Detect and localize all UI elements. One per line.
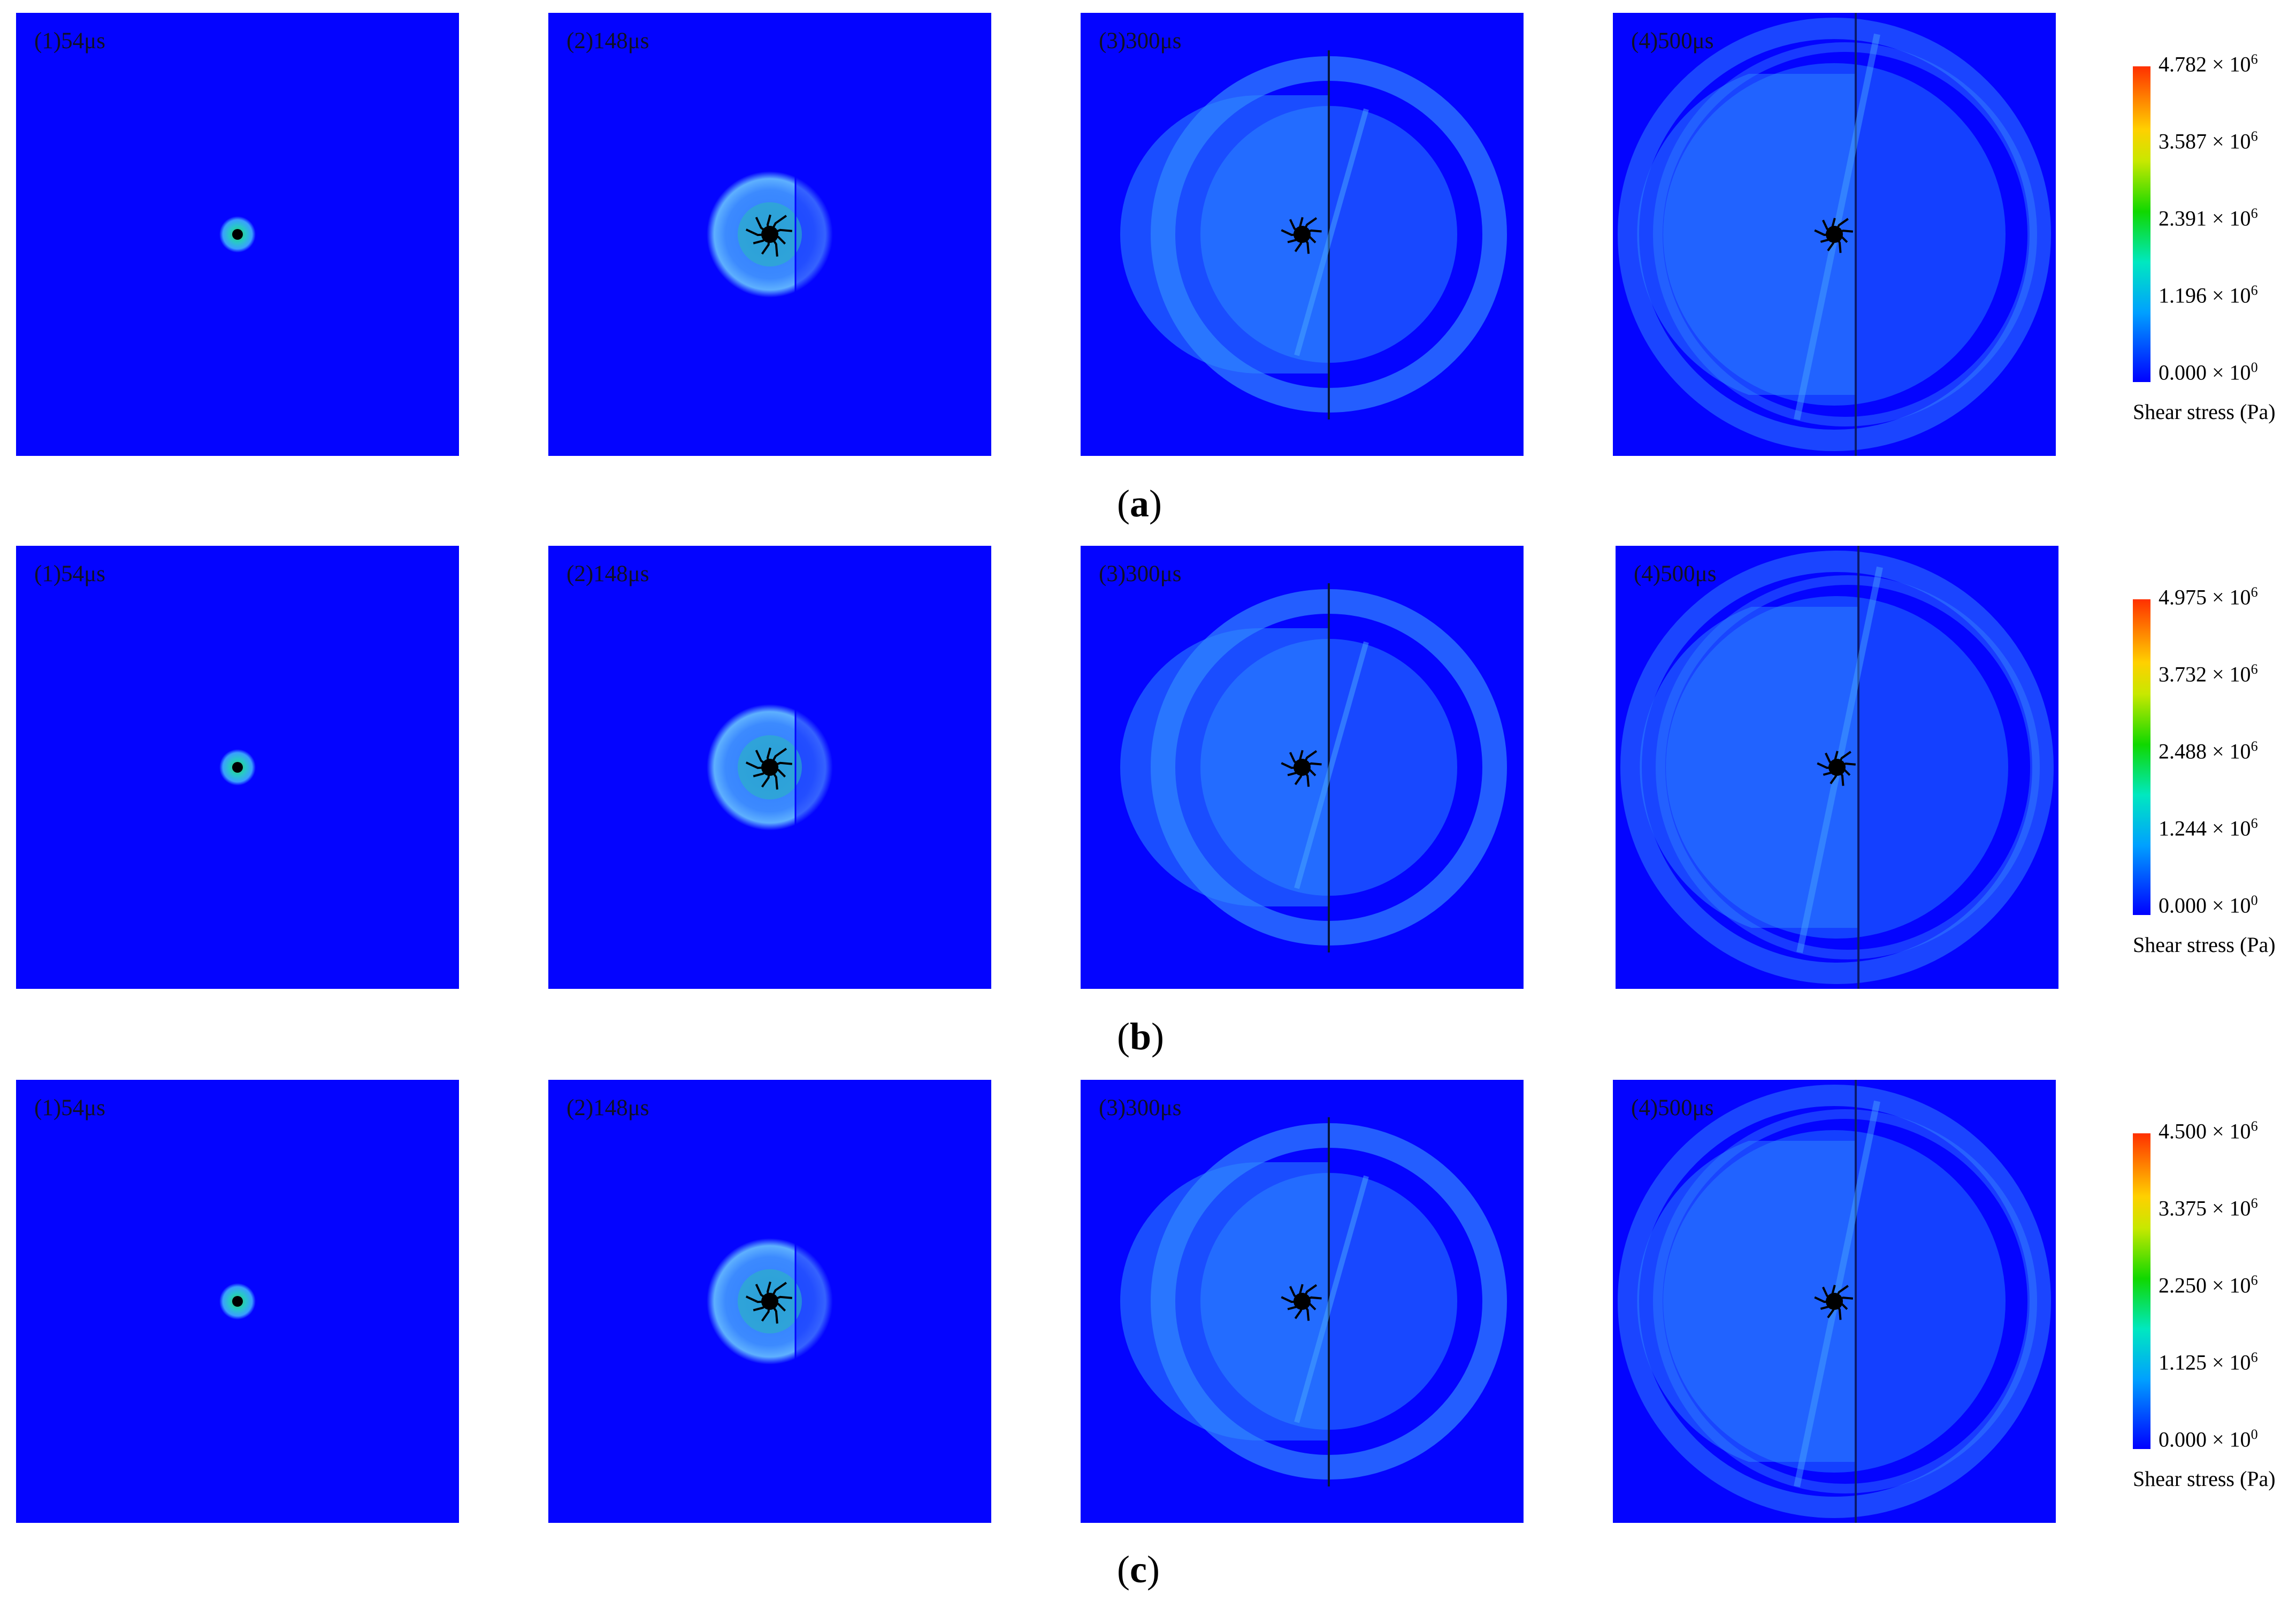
subfigure-caption-b: (b) (1117, 1015, 1165, 1058)
panel-c-300us: (3)300μs (1081, 1080, 1524, 1523)
panel-c-148us: (2)148μs (548, 1080, 991, 1523)
colorbar-tick: 0.000 × 100 (2159, 1427, 2258, 1452)
stress-field-image (1120, 583, 1507, 952)
panel-a-54us: (1)54μs (16, 13, 459, 456)
panel-b-54us: (1)54μs (16, 546, 459, 989)
stress-field-image (219, 1283, 256, 1320)
panel-title: (2)148μs (567, 28, 649, 54)
colorbar-tick: 2.488 × 106 (2159, 738, 2258, 764)
subfigure-caption-a: (a) (1117, 482, 1162, 525)
colorbar-tick: 2.391 × 106 (2159, 205, 2258, 231)
stress-field-image (1618, 13, 2051, 456)
stress-field-image (707, 170, 838, 299)
panel-title: (2)148μs (567, 561, 649, 586)
panel-a-300us: (3)300μs (1081, 13, 1524, 456)
stress-field-image (1620, 546, 2054, 989)
colorbar-c (2133, 1133, 2150, 1449)
panel-title: (4)500μs (1631, 1095, 1714, 1120)
colorbar-tick: 1.244 × 106 (2159, 815, 2258, 841)
panel-title: (3)300μs (1099, 28, 1182, 54)
panel-title: (1)54μs (34, 561, 105, 586)
panel-title: (3)300μs (1099, 561, 1182, 586)
panel-title: (4)500μs (1634, 561, 1717, 586)
colorbar-tick: 0.000 × 100 (2159, 893, 2258, 918)
colorbar-tick: 4.500 × 106 (2159, 1118, 2258, 1143)
panel-title: (3)300μs (1099, 1095, 1182, 1120)
panel-title: (1)54μs (34, 28, 105, 54)
panel-a-148us: (2)148μs (548, 13, 991, 456)
panel-title: (2)148μs (567, 1095, 649, 1120)
panel-b-148us: (2)148μs (548, 546, 991, 989)
colorbar-tick: 3.375 × 106 (2159, 1195, 2258, 1221)
colorbar-tick: 4.782 × 106 (2159, 51, 2258, 77)
colorbar-label: Shear stress (Pa) (2133, 1467, 2276, 1491)
panel-c-500us: (4)500μs (1613, 1080, 2056, 1523)
colorbar-a (2133, 66, 2150, 382)
panel-b-500us: (4)500μs (1616, 546, 2058, 989)
panel-a-500us: (4)500μs (1613, 13, 2056, 456)
colorbar-label: Shear stress (Pa) (2133, 933, 2276, 957)
colorbar-tick: 3.587 × 106 (2159, 128, 2258, 154)
colorbar-tick: 4.975 × 106 (2159, 584, 2258, 609)
stress-field-image (707, 703, 838, 832)
panel-b-300us: (3)300μs (1081, 546, 1524, 989)
stress-field-image (219, 216, 256, 253)
colorbar-b (2133, 599, 2150, 915)
stress-field-image (1120, 1117, 1507, 1486)
stress-field-image (1120, 50, 1507, 420)
colorbar-tick: 3.732 × 106 (2159, 661, 2258, 687)
colorbar-tick: 1.196 × 106 (2159, 283, 2258, 308)
colorbar-label: Shear stress (Pa) (2133, 400, 2276, 424)
panel-c-54us: (1)54μs (16, 1080, 459, 1523)
panel-title: (1)54μs (34, 1095, 105, 1120)
colorbar-tick: 2.250 × 106 (2159, 1272, 2258, 1298)
stress-field-image (1618, 1080, 2051, 1523)
stress-field-image (219, 749, 256, 786)
stress-field-image (707, 1237, 838, 1366)
subfigure-caption-c: (c) (1117, 1548, 1160, 1591)
colorbar-tick: 0.000 × 100 (2159, 360, 2258, 385)
panel-title: (4)500μs (1631, 28, 1714, 54)
colorbar-tick: 1.125 × 106 (2159, 1350, 2258, 1375)
